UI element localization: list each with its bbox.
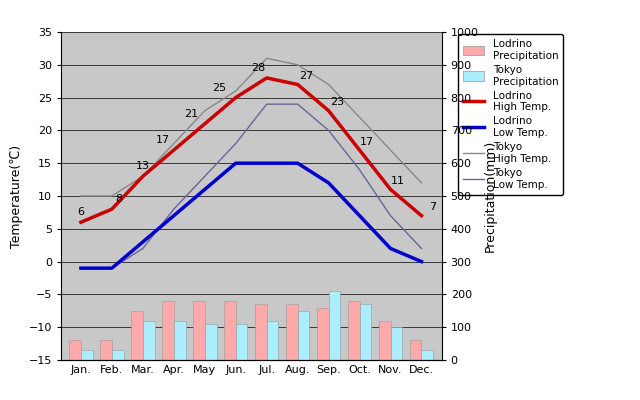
Bar (255, 304, 267, 360)
Legend: Lodrino
Precipitation, Tokyo
Precipitation, Lodrino
High Temp., Lodrino
Low Temp: Lodrino Precipitation, Tokyo Precipitati… (458, 34, 563, 195)
Bar (69, 340, 81, 360)
Bar (224, 301, 236, 360)
Bar (174, 321, 186, 360)
Bar (298, 311, 309, 360)
Text: 7: 7 (429, 202, 436, 212)
Text: 8: 8 (115, 194, 122, 204)
Bar (81, 350, 93, 360)
Bar (162, 301, 174, 360)
Bar (193, 301, 205, 360)
Bar (390, 327, 403, 360)
Text: 25: 25 (212, 83, 226, 93)
Bar (100, 340, 112, 360)
Y-axis label: Temperature(℃): Temperature(℃) (10, 144, 23, 248)
Text: 27: 27 (299, 71, 313, 81)
Text: 17: 17 (156, 135, 170, 145)
Bar (379, 321, 390, 360)
Bar (143, 321, 155, 360)
Bar (410, 340, 422, 360)
Text: 11: 11 (390, 176, 404, 186)
Bar (267, 321, 278, 360)
Text: 28: 28 (252, 63, 266, 73)
Bar (286, 304, 298, 360)
Bar (131, 311, 143, 360)
Bar (348, 301, 360, 360)
Bar (422, 350, 433, 360)
Text: 13: 13 (136, 161, 150, 171)
Text: 23: 23 (330, 97, 344, 107)
Bar (328, 291, 340, 360)
Text: 21: 21 (184, 109, 198, 119)
Bar (112, 350, 124, 360)
Text: 17: 17 (360, 136, 374, 146)
Bar (205, 324, 216, 360)
Bar (236, 324, 248, 360)
Y-axis label: Precipitation(mm): Precipitation(mm) (484, 140, 497, 252)
Bar (360, 304, 371, 360)
Text: 6: 6 (77, 207, 84, 217)
Bar (317, 308, 328, 360)
